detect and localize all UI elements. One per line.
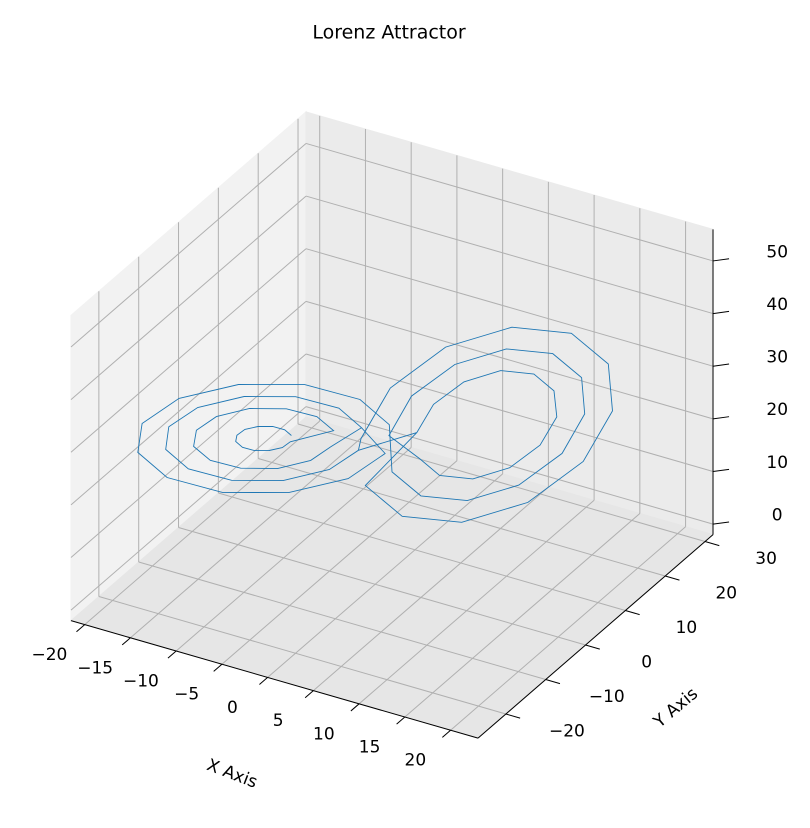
grid-line <box>305 142 714 262</box>
grid-line <box>305 406 714 525</box>
grid-line <box>305 353 714 472</box>
tick-mark <box>712 416 730 420</box>
grid-line <box>305 195 714 315</box>
tick-mark <box>396 716 406 725</box>
y-tick-label: 10 <box>676 618 698 638</box>
tick-mark <box>121 637 131 646</box>
grid-line <box>221 460 458 665</box>
x-tick-label: −20 <box>32 645 68 665</box>
z-tick-label: 40 <box>766 295 788 315</box>
tick-mark <box>350 703 360 712</box>
grid-line <box>70 300 307 506</box>
tick-mark <box>259 677 268 685</box>
y-axis <box>477 534 714 739</box>
grid-line <box>258 458 666 577</box>
x-tick-label: −5 <box>174 685 199 705</box>
y-tick-label: −10 <box>589 687 625 707</box>
z-tick-label: 20 <box>766 400 788 420</box>
grid-line <box>305 248 714 367</box>
x-axis-label: X Axis <box>204 755 260 792</box>
grid-line <box>358 499 595 705</box>
tick-mark <box>213 663 223 672</box>
x-tick-label: −15 <box>77 658 113 678</box>
y-tick-label: 0 <box>641 653 652 673</box>
tick-mark <box>712 258 730 262</box>
tick-mark <box>76 624 86 633</box>
tick-mark <box>167 650 177 659</box>
tick-mark <box>712 521 730 525</box>
y-tick-label: 20 <box>715 584 737 604</box>
grid-line <box>313 486 549 691</box>
x-tick-label: −10 <box>123 672 159 692</box>
tick-mark <box>304 690 314 699</box>
grid-line <box>297 423 706 543</box>
grid-line <box>138 561 546 680</box>
tick-mark <box>442 729 451 738</box>
x-tick-label: 5 <box>273 711 284 731</box>
tick-mark <box>625 610 640 616</box>
chart-title: Lorenz Attractor <box>312 22 466 44</box>
grid-line <box>98 596 507 715</box>
y-tick-label: 30 <box>755 549 777 569</box>
grid-line <box>404 513 641 718</box>
grid-line <box>70 143 307 348</box>
tick-mark <box>712 363 730 367</box>
x-tick-label: 10 <box>313 724 335 744</box>
tick-mark <box>585 644 600 650</box>
z-tick-label: 0 <box>772 506 783 526</box>
grid-line <box>70 248 307 453</box>
grid-line <box>178 527 586 646</box>
grid-line <box>267 473 503 678</box>
z-tick-label: 10 <box>766 453 788 473</box>
y-axis-label: Y Axis <box>649 684 702 733</box>
grid-line <box>84 420 321 625</box>
grid-line <box>175 447 412 652</box>
grid-line <box>70 406 307 611</box>
z-tick-label: 50 <box>766 242 788 262</box>
x-tick-label: 20 <box>405 751 427 771</box>
x-tick-label: 15 <box>359 738 381 758</box>
trajectory <box>137 326 613 523</box>
tick-mark <box>665 575 680 581</box>
grid-line <box>130 433 366 639</box>
tick-mark <box>505 713 521 719</box>
y-tick-label: −20 <box>549 722 585 742</box>
tick-mark <box>712 310 730 315</box>
tick-mark <box>712 468 730 472</box>
tick-mark <box>704 541 720 547</box>
grid-line <box>305 300 714 420</box>
x-axis <box>70 620 479 739</box>
grid-line <box>70 353 307 558</box>
grid-line <box>450 526 686 731</box>
z-tick-label: 30 <box>766 348 788 368</box>
tick-mark <box>545 679 561 685</box>
grid-line <box>218 492 626 611</box>
x-tick-label: 0 <box>227 698 238 718</box>
grid-line <box>70 195 307 400</box>
